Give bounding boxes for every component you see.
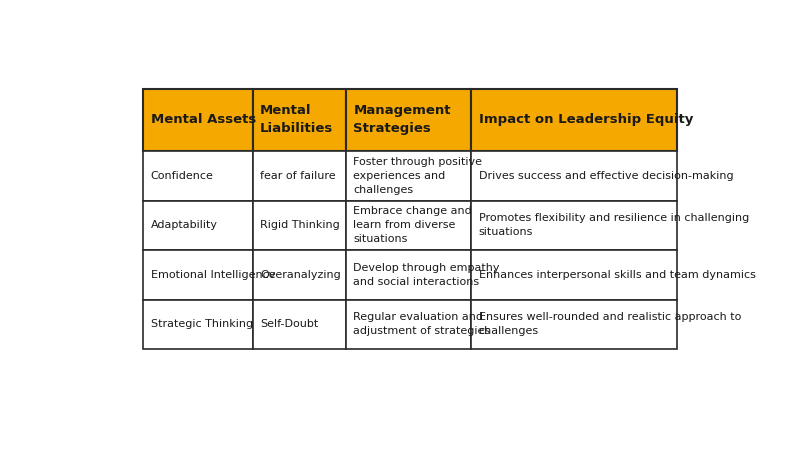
Text: fear of failure: fear of failure [260,171,336,181]
Bar [253,201,346,250]
Text: Ensures well-rounded and realistic approach to
challenges: Ensures well-rounded and realistic appro… [478,312,741,337]
Text: Embrace change and
learn from diverse
situations: Embrace change and learn from diverse si… [354,207,472,244]
Text: Management
Strategies: Management Strategies [354,104,451,135]
Text: Drives success and effective decision-making: Drives success and effective decision-ma… [478,171,734,181]
Text: Promotes flexibility and resilience in challenging
situations: Promotes flexibility and resilience in c… [478,213,749,238]
Bar [143,300,253,349]
Bar [253,250,346,300]
Bar [143,89,253,151]
Text: Self-Doubt: Self-Doubt [260,320,318,329]
Text: Mental Assets: Mental Assets [151,113,256,126]
Text: Adaptability: Adaptability [151,220,218,230]
Text: Rigid Thinking: Rigid Thinking [260,220,340,230]
Bar [143,201,253,250]
Bar [253,151,346,201]
Bar [253,300,346,349]
Bar [471,89,677,151]
Text: Foster through positive
experiences and
challenges: Foster through positive experiences and … [354,157,482,195]
Bar [143,151,253,201]
Text: Develop through empathy
and social interactions: Develop through empathy and social inter… [354,263,500,287]
Text: Confidence: Confidence [151,171,214,181]
Bar [253,89,346,151]
Text: Overanalyzing: Overanalyzing [260,270,341,280]
Bar [471,300,677,349]
Bar [143,250,253,300]
Bar [346,250,471,300]
Bar [471,250,677,300]
Bar [346,151,471,201]
Bar [346,89,471,151]
Text: Regular evaluation and
adjustment of strategies: Regular evaluation and adjustment of str… [354,312,490,337]
Text: Impact on Leadership Equity: Impact on Leadership Equity [478,113,693,126]
Text: Strategic Thinking: Strategic Thinking [151,320,253,329]
Bar [346,201,471,250]
Text: Mental
Liabilities: Mental Liabilities [260,104,334,135]
Text: Enhances interpersonal skills and team dynamics: Enhances interpersonal skills and team d… [478,270,756,280]
Bar [471,151,677,201]
Bar [471,201,677,250]
Text: Emotional Intelligence: Emotional Intelligence [151,270,275,280]
Bar [346,300,471,349]
